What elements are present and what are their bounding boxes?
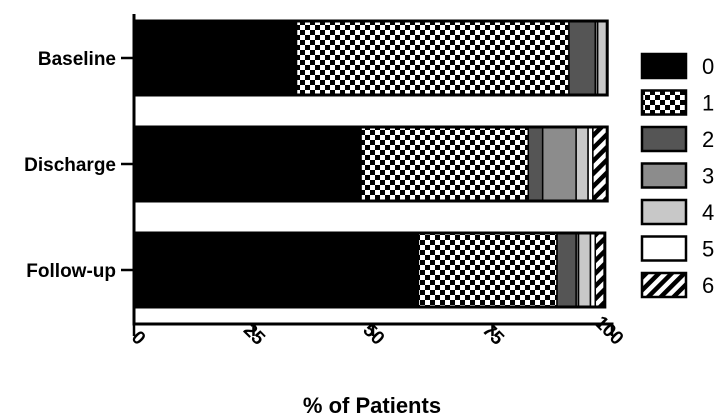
bar-segment xyxy=(133,20,298,96)
legend-label: 2 xyxy=(702,127,714,152)
legend-item: 5 xyxy=(640,235,714,262)
bar-segment xyxy=(577,232,592,308)
legend-swatch xyxy=(640,52,688,80)
bar-segment xyxy=(556,232,577,308)
legend-swatch xyxy=(640,271,688,299)
legend-item: 6 xyxy=(640,271,714,299)
bar-group-discharge xyxy=(132,125,609,203)
bar-segment xyxy=(541,126,577,202)
bar-group-baseline xyxy=(132,19,609,97)
legend-item: 2 xyxy=(640,125,714,153)
legend-swatch xyxy=(640,162,688,189)
legend-swatch xyxy=(640,89,688,116)
legend-label: 4 xyxy=(702,200,714,225)
x-tick-label: 0 xyxy=(127,327,149,349)
x-axis-label: % of Patients xyxy=(303,393,441,418)
bar-group-follow-up xyxy=(132,231,607,309)
bar-segment xyxy=(592,126,608,202)
bar-segment xyxy=(295,20,570,96)
x-tick-label: 100 xyxy=(590,312,627,349)
legend-item: 1 xyxy=(640,89,714,116)
y-tick-label: Discharge xyxy=(24,155,116,176)
legend-swatch xyxy=(640,235,688,262)
y-tick-label: Baseline xyxy=(38,49,116,70)
bar-segment xyxy=(360,126,530,202)
y-tick-label: Follow-up xyxy=(26,261,116,282)
legend-label: 6 xyxy=(702,273,714,298)
bar-segment xyxy=(133,232,420,308)
bar-segment xyxy=(133,126,362,202)
bar-segment xyxy=(527,126,544,202)
bar-segment xyxy=(417,232,558,308)
legend-swatch xyxy=(640,125,688,153)
legend-swatch xyxy=(640,198,688,226)
bar-segment xyxy=(575,126,589,202)
legend-label: 1 xyxy=(702,91,714,116)
bar-segment xyxy=(568,20,597,96)
legend-item: 4 xyxy=(640,198,714,226)
legend-item: 3 xyxy=(640,162,714,189)
legend-label: 5 xyxy=(702,237,714,262)
legend-item: 0 xyxy=(640,52,714,80)
legend-label: 3 xyxy=(702,164,714,189)
legend: 0 1 2 3 4 5 6 xyxy=(640,52,714,299)
legend-label: 0 xyxy=(702,54,714,79)
